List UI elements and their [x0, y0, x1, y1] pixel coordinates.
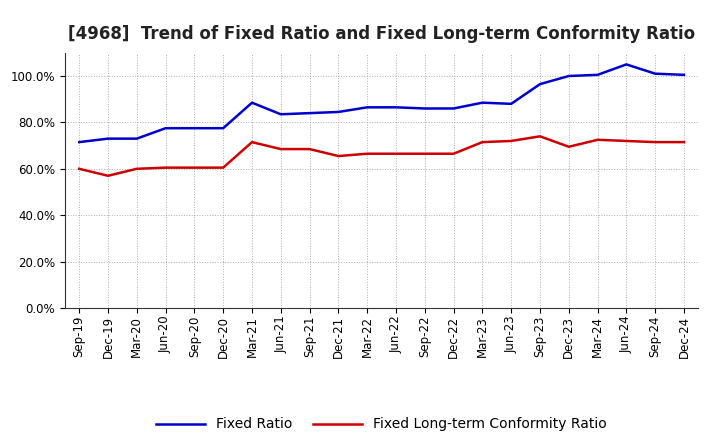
Fixed Long-term Conformity Ratio: [420, 151, 429, 156]
Fixed Long-term Conformity Ratio: [104, 173, 112, 178]
Fixed Ratio: [248, 100, 256, 105]
Title: [4968]  Trend of Fixed Ratio and Fixed Long-term Conformity Ratio: [4968] Trend of Fixed Ratio and Fixed Lo…: [68, 25, 696, 43]
Fixed Ratio: [161, 125, 170, 131]
Fixed Ratio: [75, 139, 84, 145]
Fixed Long-term Conformity Ratio: [305, 147, 314, 152]
Fixed Long-term Conformity Ratio: [363, 151, 372, 156]
Fixed Long-term Conformity Ratio: [219, 165, 228, 170]
Fixed Long-term Conformity Ratio: [132, 166, 141, 172]
Line: Fixed Long-term Conformity Ratio: Fixed Long-term Conformity Ratio: [79, 136, 684, 176]
Fixed Ratio: [334, 109, 343, 114]
Fixed Ratio: [276, 112, 285, 117]
Fixed Long-term Conformity Ratio: [478, 139, 487, 145]
Fixed Ratio: [622, 62, 631, 67]
Fixed Ratio: [305, 110, 314, 116]
Fixed Long-term Conformity Ratio: [564, 144, 573, 150]
Fixed Ratio: [478, 100, 487, 105]
Fixed Long-term Conformity Ratio: [449, 151, 458, 156]
Legend: Fixed Ratio, Fixed Long-term Conformity Ratio: Fixed Ratio, Fixed Long-term Conformity …: [151, 412, 612, 437]
Fixed Long-term Conformity Ratio: [276, 147, 285, 152]
Fixed Ratio: [507, 101, 516, 106]
Line: Fixed Ratio: Fixed Ratio: [79, 64, 684, 142]
Fixed Long-term Conformity Ratio: [334, 154, 343, 159]
Fixed Long-term Conformity Ratio: [75, 166, 84, 172]
Fixed Ratio: [449, 106, 458, 111]
Fixed Ratio: [190, 125, 199, 131]
Fixed Long-term Conformity Ratio: [392, 151, 400, 156]
Fixed Long-term Conformity Ratio: [651, 139, 660, 145]
Fixed Long-term Conformity Ratio: [680, 139, 688, 145]
Fixed Long-term Conformity Ratio: [622, 138, 631, 143]
Fixed Ratio: [420, 106, 429, 111]
Fixed Long-term Conformity Ratio: [507, 138, 516, 143]
Fixed Ratio: [104, 136, 112, 141]
Fixed Ratio: [132, 136, 141, 141]
Fixed Long-term Conformity Ratio: [248, 139, 256, 145]
Fixed Long-term Conformity Ratio: [161, 165, 170, 170]
Fixed Ratio: [651, 71, 660, 76]
Fixed Long-term Conformity Ratio: [593, 137, 602, 143]
Fixed Long-term Conformity Ratio: [190, 165, 199, 170]
Fixed Ratio: [593, 72, 602, 77]
Fixed Long-term Conformity Ratio: [536, 134, 544, 139]
Fixed Ratio: [564, 73, 573, 79]
Fixed Ratio: [363, 105, 372, 110]
Fixed Ratio: [536, 81, 544, 87]
Fixed Ratio: [392, 105, 400, 110]
Fixed Ratio: [219, 125, 228, 131]
Fixed Ratio: [680, 72, 688, 77]
